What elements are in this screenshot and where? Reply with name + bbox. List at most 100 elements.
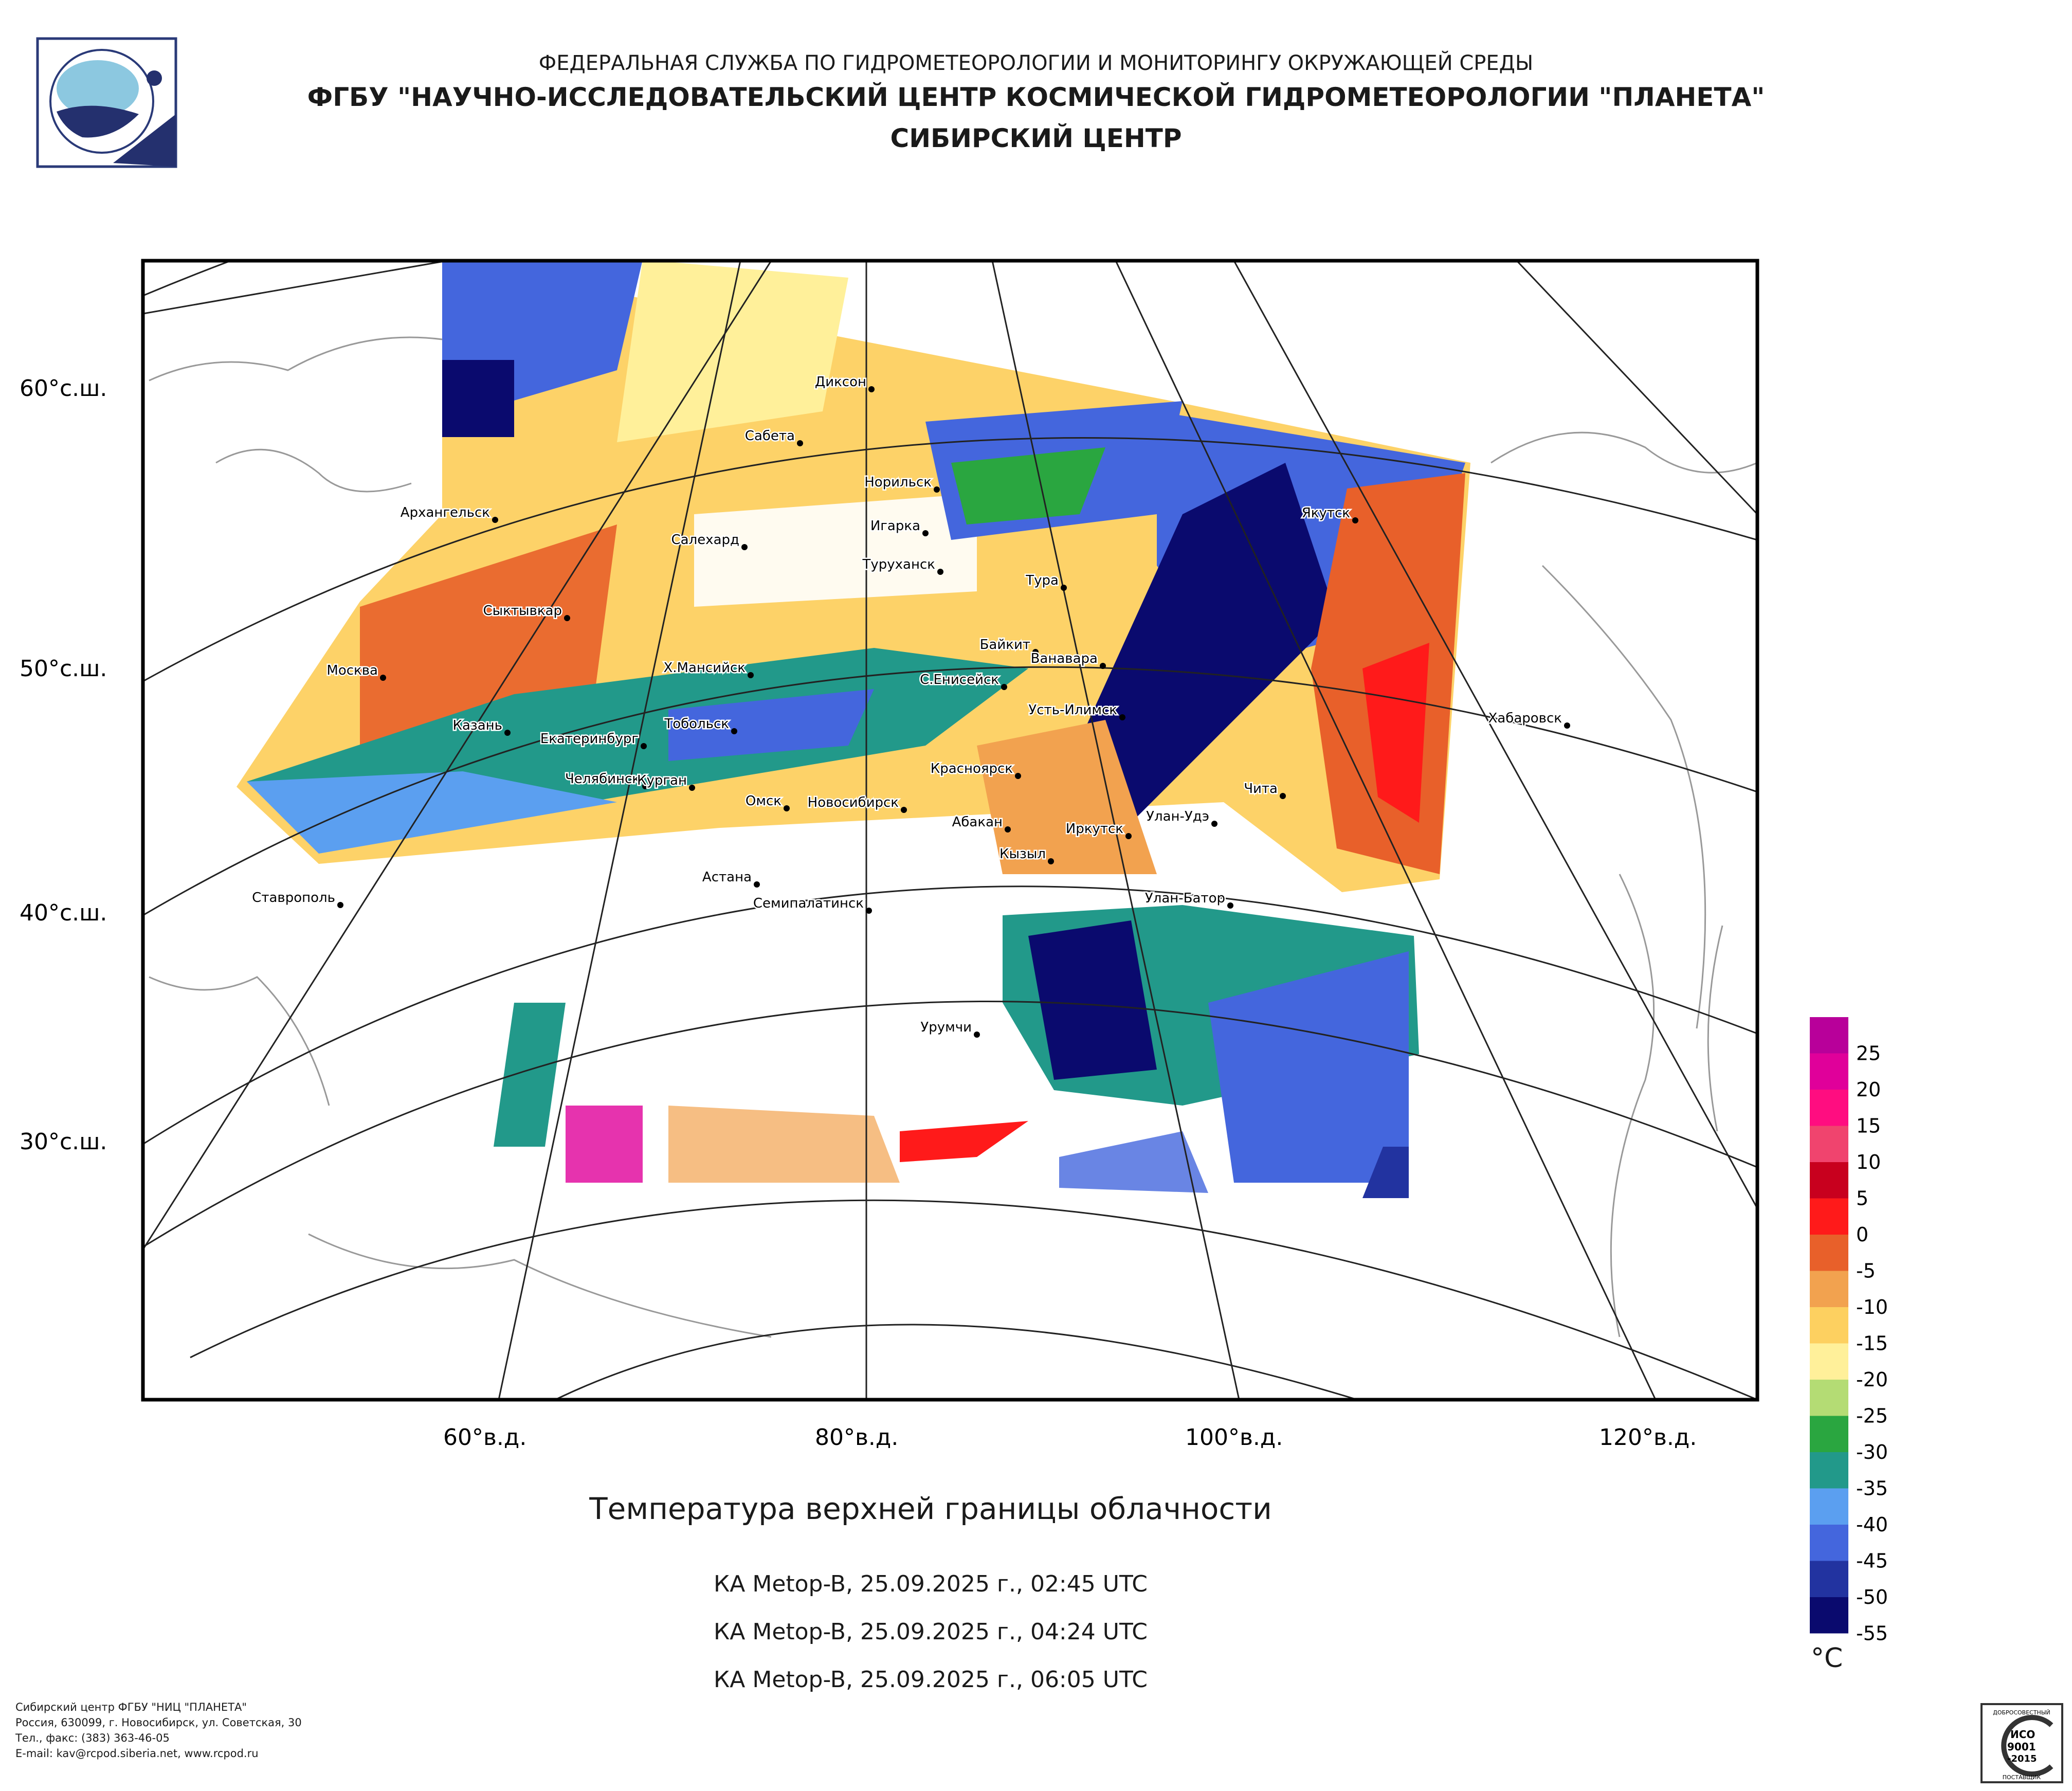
- city-label: Чита: [1244, 781, 1278, 797]
- city-marker: Казань: [451, 717, 511, 736]
- city-label: Салехард: [671, 532, 739, 548]
- city-dot: [1564, 722, 1570, 729]
- city-label: Улан-Батор: [1145, 891, 1225, 906]
- city-dot: [1032, 649, 1039, 655]
- lat-label-40: 40°с.ш.: [20, 900, 107, 926]
- city-marker: Игарка: [869, 517, 929, 536]
- city-marker: Семипалатинск: [752, 895, 872, 914]
- city-label: Астана: [702, 870, 752, 885]
- city-dot: [337, 902, 343, 908]
- city-dot: [901, 807, 907, 813]
- city-dot: [1125, 833, 1132, 839]
- city-label: Курган: [637, 773, 687, 788]
- city-label: Сабета: [745, 428, 795, 444]
- city-label: Туруханск: [862, 557, 935, 572]
- legend-swatch: [1810, 1307, 1848, 1344]
- cert-top-text: ДОБРОСОВЕСТНЫЙ: [1993, 1709, 2050, 1716]
- city-marker: Иркутск: [1064, 820, 1132, 839]
- city-dot: [934, 486, 940, 493]
- header-organization: ФГБУ "НАУЧНО-ИССЛЕДОВАТЕЛЬСКИЙ ЦЕНТР КОС…: [307, 82, 1765, 112]
- legend-swatch: [1810, 1271, 1848, 1307]
- lat-label-30: 30°с.ш.: [20, 1129, 107, 1155]
- city-dot: [380, 675, 386, 681]
- city-marker: Хабаровск: [1487, 710, 1570, 729]
- graticule-parallels: [143, 261, 1757, 1400]
- cert-number: 9001: [2007, 1741, 2036, 1753]
- city-dot: [1015, 773, 1021, 779]
- legend-unit: °C: [1811, 1643, 1843, 1674]
- footer-address: Россия, 630099, г. Новосибирск, ул. Сове…: [15, 1716, 302, 1729]
- city-dot: [1119, 714, 1125, 720]
- city-label: Тура: [1025, 573, 1059, 588]
- lon-label-80: 80°в.д.: [815, 1424, 898, 1451]
- legend-swatch: [1810, 1235, 1848, 1271]
- city-marker: Абакан: [951, 813, 1011, 833]
- city-label: Иркутск: [1066, 821, 1123, 837]
- city-marker: Курган: [636, 772, 695, 791]
- city-marker: Астана: [701, 869, 760, 888]
- city-dot: [797, 440, 803, 446]
- legend-swatch: [1810, 1017, 1848, 1054]
- city-label: Тобольск: [664, 716, 729, 732]
- city-marker: Тура: [1024, 572, 1067, 591]
- city-dot: [784, 805, 790, 811]
- city-marker: Омск: [744, 792, 790, 811]
- city-label: Норильск: [864, 475, 932, 490]
- city-label: Усть-Илимск: [1028, 702, 1117, 718]
- city-label: Абакан: [952, 815, 1003, 830]
- cert-bottom-text: ПОСТАВЩИК: [2003, 1774, 2041, 1781]
- city-dot: [748, 672, 754, 678]
- legend-swatch: [1810, 1488, 1848, 1525]
- city-dot: [1352, 517, 1358, 523]
- city-dot: [937, 569, 943, 575]
- legend-swatch: [1810, 1561, 1848, 1597]
- city-marker: Кызыл: [998, 845, 1054, 864]
- city-label: Екатеринбург: [540, 731, 639, 747]
- lat-label-50: 50°с.ш.: [20, 656, 107, 682]
- city-marker: Ванавара: [1029, 650, 1106, 669]
- city-label: Ванавара: [1031, 651, 1098, 666]
- city-label: Омск: [746, 793, 781, 809]
- lat-label-60: 60°с.ш.: [20, 375, 107, 402]
- legend-label: -25: [1856, 1405, 1888, 1427]
- satellite-pass: КА Metop-B, 25.09.2025 г., 04:24 UTC: [714, 1619, 1148, 1645]
- city-dot: [1100, 663, 1106, 669]
- city-label: Новосибирск: [808, 795, 899, 810]
- city-marker: Салехард: [670, 531, 748, 550]
- city-marker: Туруханск: [861, 556, 943, 575]
- legend-label: 5: [1856, 1187, 1868, 1210]
- city-marker: Улан-Батор: [1143, 890, 1233, 909]
- legend-label: 15: [1856, 1115, 1881, 1137]
- city-dot: [741, 544, 748, 550]
- city-label: Урумчи: [920, 1020, 972, 1035]
- satellite-swath-layer: [237, 261, 1470, 1250]
- city-marker: Сабета: [743, 427, 803, 446]
- city-marker: Байкит: [978, 636, 1039, 655]
- city-dot: [868, 386, 875, 392]
- city-marker: Якутск: [1300, 504, 1358, 523]
- city-marker: Норильск: [863, 474, 940, 493]
- city-marker: Москва: [325, 662, 386, 681]
- city-marker: Архангельск: [399, 504, 498, 523]
- city-dot: [1001, 684, 1007, 690]
- city-label: Красноярск: [931, 761, 1013, 776]
- footer-org: Сибирский центр ФГБУ "НИЦ "ПЛАНЕТА": [15, 1701, 247, 1713]
- temperature-legend: 25 20 15 10 5 0 -5 -10 -15 -20 -25 -30 -35 -40 -45 -50 -…: [1810, 1017, 1888, 1644]
- city-label: Байкит: [980, 637, 1030, 653]
- city-marker: Екатеринбург: [539, 730, 647, 749]
- legend-swatch: [1810, 1597, 1848, 1634]
- city-dot: [922, 530, 929, 536]
- planeta-logo: [36, 37, 177, 168]
- city-marker: Х.Мансийск: [662, 659, 754, 678]
- city-dot: [1280, 793, 1286, 799]
- satellite-pass: КА Metop-B, 25.09.2025 г., 02:45 UTC: [714, 1571, 1148, 1597]
- city-markers: Диксон Сабета Норильск Игарка Салехард Арханг…: [251, 373, 1570, 1038]
- map-body: Диксон Сабета Норильск Игарка Салехард Арханг…: [143, 261, 1757, 1400]
- iso-certificate-badge: ДОБРОСОВЕСТНЫЙ ИСО 9001 -2015 ПОСТАВЩИК: [1980, 1703, 2063, 1783]
- legend-label: 20: [1856, 1078, 1881, 1101]
- legend-label: -35: [1856, 1477, 1888, 1500]
- city-label: Игарка: [870, 518, 920, 534]
- legend-label: -40: [1856, 1513, 1888, 1536]
- city-dot: [1227, 902, 1233, 909]
- legend-swatch: [1810, 1126, 1848, 1162]
